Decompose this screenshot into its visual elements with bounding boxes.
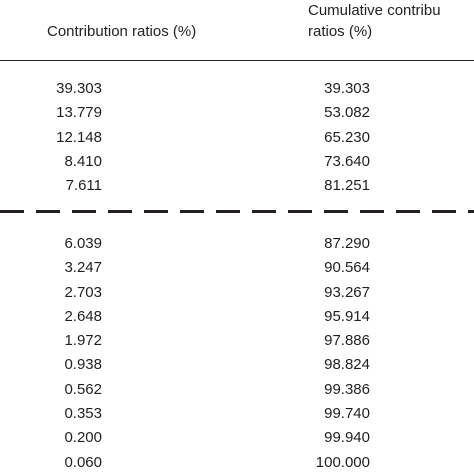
contribution-cell: 2.703 <box>64 283 102 301</box>
cumulative-cell: 81.251 <box>324 177 370 195</box>
dashed-separator <box>0 210 474 213</box>
contribution-cell: 2.648 <box>64 307 102 325</box>
table-row: 6.039 87.290 <box>0 232 474 256</box>
cumulative-cell: 53.082 <box>324 104 370 122</box>
table-row: 7.611 81.251 <box>0 174 474 198</box>
cumulative-cell: 99.386 <box>324 380 370 398</box>
contribution-cell: 0.938 <box>64 356 102 374</box>
header-contribution-ratios: Contribution ratios (%) <box>47 23 197 40</box>
table-row: 2.703 93.267 <box>0 281 474 305</box>
table-row: 2.648 95.914 <box>0 305 474 329</box>
cumulative-cell: 100.000 <box>315 453 370 471</box>
contribution-cell: 39.303 <box>56 80 102 97</box>
table-group-2: 6.039 87.290 3.247 90.564 2.703 93.267 2… <box>0 232 474 475</box>
table-row: 8.410 73.640 <box>0 150 474 174</box>
cumulative-cell: 39.303 <box>324 80 370 97</box>
header-cumulative-line1: Cumulative contribu <box>308 2 441 19</box>
cumulative-cell: 65.230 <box>324 128 370 146</box>
table-row: 1.972 97.886 <box>0 329 474 353</box>
contribution-cell: 1.972 <box>64 332 102 350</box>
table-row: 0.200 99.940 <box>0 426 474 450</box>
table-row: 3.247 90.564 <box>0 256 474 280</box>
table-row: 0.562 99.386 <box>0 378 474 402</box>
contribution-cell: 7.611 <box>65 177 102 195</box>
table-row: 39.303 39.303 <box>0 77 474 101</box>
contribution-cell: 0.562 <box>64 380 102 398</box>
cumulative-cell: 98.824 <box>324 356 370 374</box>
contribution-cell: 12.148 <box>56 128 102 146</box>
table-row: 0.353 99.740 <box>0 402 474 426</box>
table-row: 13.779 53.082 <box>0 101 474 125</box>
table-group-1: 39.303 39.303 13.779 53.082 12.148 65.23… <box>0 77 474 198</box>
contribution-cell: 3.247 <box>64 259 102 277</box>
contribution-cell: 13.779 <box>56 104 102 122</box>
contribution-cell: 6.039 <box>64 235 102 252</box>
cumulative-cell: 87.290 <box>324 235 370 252</box>
header-rule <box>0 60 474 61</box>
cumulative-cell: 99.740 <box>324 405 370 423</box>
cumulative-cell: 93.267 <box>324 283 370 301</box>
table-row: 0.938 98.824 <box>0 353 474 377</box>
cumulative-cell: 90.564 <box>324 259 370 277</box>
contribution-cell: 0.353 <box>64 405 102 423</box>
cumulative-cell: 97.886 <box>324 332 370 350</box>
header-cumulative-line2: ratios (%) <box>308 23 373 40</box>
contribution-cell: 0.200 <box>64 429 102 447</box>
contribution-cell: 0.060 <box>64 453 102 471</box>
cumulative-cell: 73.640 <box>324 152 370 170</box>
contribution-cell: 8.410 <box>64 152 102 170</box>
cumulative-cell: 99.940 <box>324 429 370 447</box>
table-row: 0.060 100.000 <box>0 451 474 475</box>
cumulative-cell: 95.914 <box>324 307 370 325</box>
table-row: 12.148 65.230 <box>0 126 474 150</box>
